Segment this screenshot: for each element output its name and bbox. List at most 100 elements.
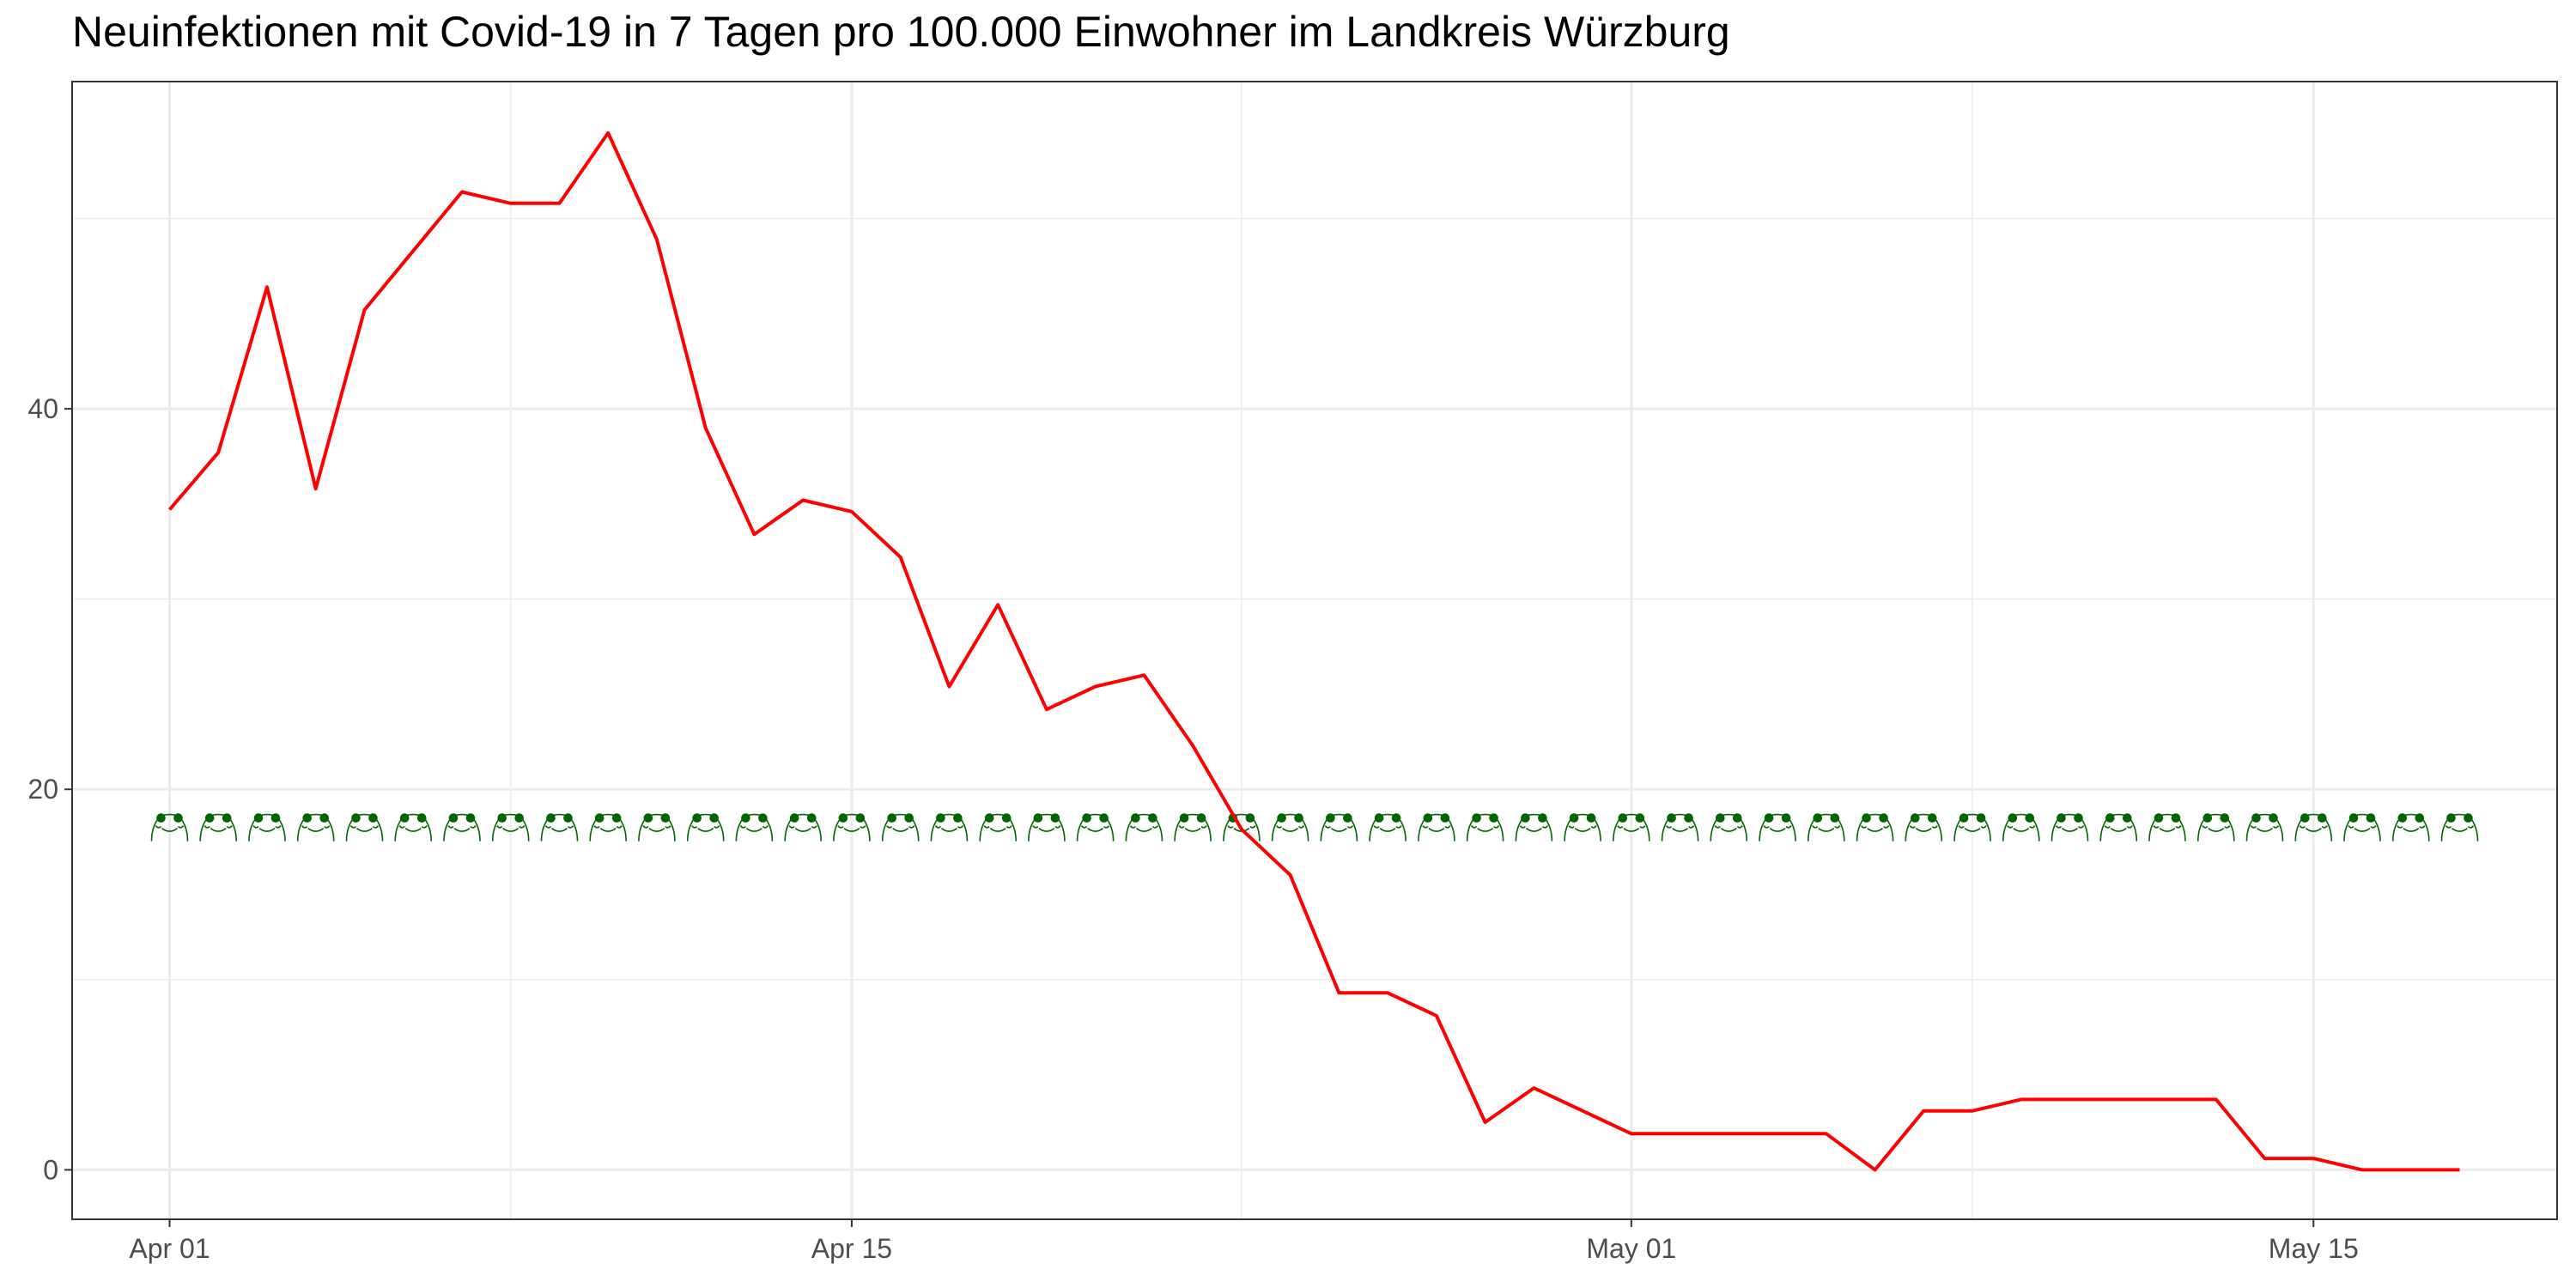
frog-eye-left (643, 813, 653, 823)
frog-eye-left (1911, 813, 1920, 823)
frog-face-icon (2148, 813, 2186, 841)
frog-outline (1271, 813, 1309, 841)
frog-outline (2343, 813, 2381, 841)
frog-eye-right (2123, 813, 2132, 823)
frog-outline (394, 813, 433, 841)
plot-panel-background (72, 82, 2557, 1219)
frog-eye-right (1148, 813, 1157, 823)
frog-mouth (2305, 827, 2322, 832)
frog-eye-right (953, 813, 963, 823)
frog-outline (491, 813, 530, 841)
frog-cheeks (2153, 825, 2182, 829)
frog-eye-left (594, 813, 605, 823)
frog-eye-left (692, 813, 702, 823)
frog-outline (1661, 813, 1699, 841)
frog-mouth (794, 827, 811, 832)
y-tick-label: 0 (43, 1154, 58, 1185)
frog-eye-left (2105, 813, 2115, 823)
frog-face-icon (248, 813, 286, 841)
frog-eye-left (497, 813, 507, 823)
frog-eye-left (2057, 813, 2066, 823)
frog-eye-right (2074, 813, 2083, 823)
frog-face-icon (1710, 813, 1748, 841)
frog-cheeks (1422, 825, 1451, 829)
frog-outline (1223, 813, 1261, 841)
frog-eye-left (1374, 813, 1384, 823)
frog-outline (1466, 813, 1504, 841)
frog-eye-left (2397, 813, 2408, 823)
frog-cheeks (1909, 825, 1938, 829)
frog-eye-right (1099, 813, 1109, 823)
frog-eye-right (465, 813, 476, 823)
frog-mouth (1867, 827, 1884, 832)
frog-outline (1856, 813, 1894, 841)
frog-marker-row (150, 813, 2479, 841)
frog-eye-left (1569, 813, 1579, 823)
frog-mouth (697, 827, 714, 832)
frog-eye-right (660, 813, 671, 823)
frog-eye-left (1472, 813, 1481, 823)
frog-mouth (1672, 827, 1689, 832)
frog-mouth (1574, 827, 1591, 832)
frog-eye-right (173, 813, 183, 823)
x-tick-label: Apr 01 (129, 1233, 210, 1264)
frog-eye-right (1635, 813, 1645, 823)
frog-face-icon (1174, 813, 1212, 841)
frog-face-icon (1661, 813, 1699, 841)
frog-outline (881, 813, 920, 841)
frog-mouth (404, 827, 422, 832)
frog-cheeks (155, 825, 185, 829)
frog-outline (443, 813, 481, 841)
frog-eye-right (1196, 813, 1206, 823)
frog-cheeks (2104, 825, 2133, 829)
frog-eye-right (1781, 813, 1791, 823)
frog-eye-right (416, 813, 427, 823)
frog-mouth (1038, 827, 1055, 832)
frog-eye-right (904, 813, 914, 823)
frog-face-icon (2343, 813, 2381, 841)
frog-cheeks (2007, 825, 2036, 829)
frog-cheeks (739, 825, 769, 829)
frog-face-icon (1271, 813, 1309, 841)
frog-eye-left (1082, 813, 1091, 823)
frog-mouth (453, 827, 471, 832)
frog-outline (979, 813, 1017, 841)
frog-mouth (2451, 827, 2468, 832)
frog-face-icon (1076, 813, 1115, 841)
frog-mouth (2013, 827, 2030, 832)
frog-face-icon (1905, 813, 1943, 841)
frog-eye-right (1684, 813, 1693, 823)
frog-cheeks (642, 825, 671, 829)
frog-face-icon (1125, 813, 1163, 841)
frog-mouth (356, 827, 373, 832)
frog-eye-right (2171, 813, 2181, 823)
frog-cheeks (691, 825, 720, 829)
frog-face-icon (2050, 813, 2089, 841)
frog-eye-left (2251, 813, 2261, 823)
frog-cheeks (2299, 825, 2328, 829)
frog-mouth (599, 827, 617, 832)
frog-cheeks (1568, 825, 1597, 829)
frog-face-icon (491, 813, 530, 841)
frog-eye-left (302, 813, 313, 823)
frog-eye-left (984, 813, 994, 823)
frog-outline (1028, 813, 1066, 841)
frog-cheeks (1617, 825, 1646, 829)
frog-cheeks (886, 825, 915, 829)
frog-face-icon (686, 813, 725, 841)
frog-mouth (892, 827, 909, 832)
frog-eye-right (2366, 813, 2376, 823)
frog-outline (1905, 813, 1943, 841)
frog-outline (2440, 813, 2479, 841)
frog-eye-right (222, 813, 232, 823)
frog-eye-left (1033, 813, 1043, 823)
frog-mouth (648, 827, 665, 832)
frog-face-icon (1759, 813, 1796, 841)
frog-cheeks (447, 825, 477, 829)
frog-eye-left (204, 813, 215, 823)
frog-cheeks (1714, 825, 1743, 829)
frog-face-icon (394, 813, 433, 841)
frog-outline (296, 813, 335, 841)
y-tick-label: 40 (27, 393, 58, 424)
